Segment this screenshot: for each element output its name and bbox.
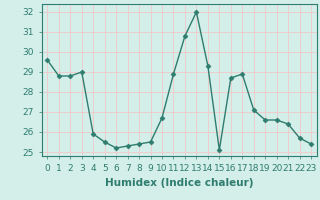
X-axis label: Humidex (Indice chaleur): Humidex (Indice chaleur) [105,178,253,188]
